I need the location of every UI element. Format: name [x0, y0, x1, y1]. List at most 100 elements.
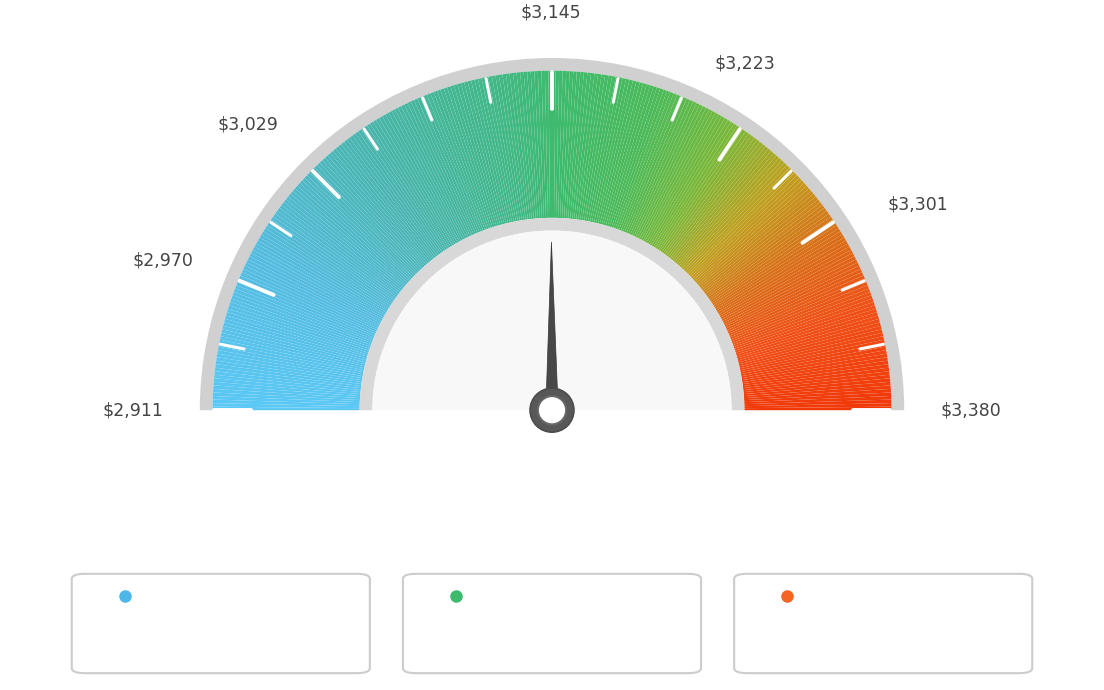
Wedge shape	[265, 226, 391, 307]
Wedge shape	[739, 326, 882, 364]
Wedge shape	[744, 400, 891, 406]
Wedge shape	[743, 364, 889, 386]
Wedge shape	[699, 191, 814, 288]
Wedge shape	[643, 111, 715, 241]
Wedge shape	[703, 199, 820, 293]
Wedge shape	[562, 71, 573, 218]
Wedge shape	[744, 406, 892, 410]
Wedge shape	[223, 322, 367, 362]
Wedge shape	[630, 100, 693, 235]
Wedge shape	[742, 361, 889, 384]
Wedge shape	[569, 72, 584, 219]
Wedge shape	[615, 90, 667, 229]
Wedge shape	[686, 165, 789, 273]
Wedge shape	[724, 259, 858, 326]
Text: Avg Cost: Avg Cost	[489, 587, 572, 605]
Wedge shape	[309, 170, 416, 275]
Wedge shape	[607, 85, 654, 226]
Wedge shape	[735, 308, 877, 355]
Wedge shape	[478, 78, 512, 222]
Wedge shape	[564, 71, 577, 218]
Wedge shape	[744, 385, 891, 398]
Wedge shape	[590, 77, 623, 222]
Wedge shape	[730, 279, 867, 337]
Wedge shape	[556, 71, 563, 218]
Wedge shape	[720, 244, 849, 317]
Wedge shape	[372, 230, 732, 410]
Wedge shape	[645, 112, 719, 243]
Wedge shape	[606, 84, 650, 226]
Wedge shape	[457, 83, 500, 226]
Wedge shape	[743, 375, 890, 392]
Wedge shape	[245, 262, 379, 328]
Wedge shape	[683, 163, 787, 271]
Wedge shape	[226, 312, 368, 357]
Wedge shape	[215, 364, 361, 386]
Wedge shape	[275, 210, 396, 299]
Wedge shape	[376, 118, 454, 246]
Wedge shape	[368, 124, 449, 249]
Wedge shape	[737, 319, 880, 360]
Wedge shape	[217, 350, 363, 378]
Circle shape	[538, 396, 566, 424]
Wedge shape	[481, 77, 514, 222]
Wedge shape	[740, 333, 883, 368]
Wedge shape	[701, 197, 818, 290]
Wedge shape	[531, 71, 542, 218]
Wedge shape	[264, 228, 390, 309]
Wedge shape	[237, 279, 374, 337]
Wedge shape	[578, 74, 602, 220]
Text: $3,301: $3,301	[888, 196, 948, 214]
Wedge shape	[661, 131, 749, 253]
Wedge shape	[694, 183, 807, 283]
Wedge shape	[407, 101, 471, 236]
Wedge shape	[722, 250, 853, 321]
Wedge shape	[668, 140, 760, 258]
Wedge shape	[719, 241, 848, 316]
Wedge shape	[355, 131, 443, 253]
Wedge shape	[338, 144, 433, 261]
Wedge shape	[744, 403, 891, 408]
Wedge shape	[411, 100, 474, 235]
Wedge shape	[372, 410, 732, 590]
Wedge shape	[235, 285, 373, 342]
Wedge shape	[224, 319, 367, 360]
Text: $3,380: $3,380	[941, 401, 1001, 420]
Wedge shape	[743, 378, 890, 394]
Wedge shape	[736, 315, 879, 359]
Wedge shape	[740, 339, 884, 372]
Text: $2,911: $2,911	[103, 401, 163, 420]
Wedge shape	[213, 403, 360, 408]
Wedge shape	[667, 138, 757, 257]
Wedge shape	[576, 73, 598, 219]
Wedge shape	[440, 88, 490, 228]
Wedge shape	[373, 120, 453, 247]
Wedge shape	[214, 378, 361, 394]
Wedge shape	[598, 81, 636, 224]
Wedge shape	[221, 333, 364, 368]
Wedge shape	[721, 246, 851, 319]
Wedge shape	[219, 343, 363, 374]
Wedge shape	[688, 170, 795, 275]
Wedge shape	[734, 302, 874, 351]
Wedge shape	[273, 213, 395, 300]
Wedge shape	[414, 99, 476, 235]
Wedge shape	[225, 315, 368, 359]
Text: ($3,380): ($3,380)	[848, 634, 919, 652]
Wedge shape	[729, 275, 864, 335]
Wedge shape	[744, 396, 891, 404]
FancyBboxPatch shape	[734, 574, 1032, 673]
Wedge shape	[364, 126, 447, 250]
Wedge shape	[220, 339, 364, 372]
Wedge shape	[582, 75, 608, 221]
Wedge shape	[325, 155, 425, 267]
Wedge shape	[389, 111, 461, 241]
Wedge shape	[379, 116, 456, 245]
Wedge shape	[679, 155, 779, 267]
Wedge shape	[628, 99, 690, 235]
Wedge shape	[227, 308, 369, 355]
Wedge shape	[395, 108, 465, 239]
Wedge shape	[499, 75, 524, 220]
Wedge shape	[213, 389, 360, 400]
Wedge shape	[664, 133, 752, 255]
